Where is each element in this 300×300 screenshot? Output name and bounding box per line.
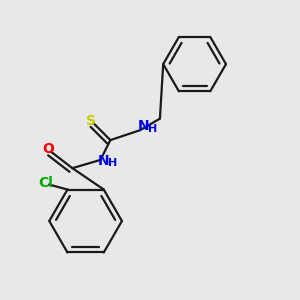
Text: N: N [138,119,149,133]
Text: N: N [98,154,110,168]
Text: Cl: Cl [38,176,53,190]
Text: O: O [42,142,54,156]
Text: H: H [148,124,157,134]
Text: H: H [108,158,118,168]
Text: S: S [85,114,96,128]
